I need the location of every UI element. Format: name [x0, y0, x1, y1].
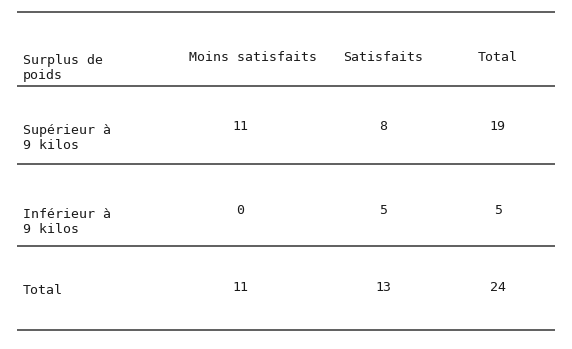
- Text: Moins satisfaits: Moins satisfaits: [189, 51, 317, 64]
- Text: Inférieur à
9 kilos: Inférieur à 9 kilos: [23, 208, 111, 236]
- Text: 13: 13: [375, 281, 391, 294]
- Text: Surplus de
poids: Surplus de poids: [23, 54, 103, 82]
- Text: 0: 0: [236, 204, 244, 217]
- Text: 11: 11: [232, 120, 248, 133]
- Text: Satisfaits: Satisfaits: [343, 51, 423, 64]
- Text: 5: 5: [379, 204, 387, 217]
- Text: Supérieur à
9 kilos: Supérieur à 9 kilos: [23, 124, 111, 152]
- Text: 11: 11: [232, 281, 248, 294]
- Text: 5: 5: [494, 204, 502, 217]
- Text: 8: 8: [379, 120, 387, 133]
- Text: Total: Total: [23, 284, 63, 297]
- Text: Total: Total: [478, 51, 518, 64]
- Text: 24: 24: [490, 281, 506, 294]
- Text: 19: 19: [490, 120, 506, 133]
